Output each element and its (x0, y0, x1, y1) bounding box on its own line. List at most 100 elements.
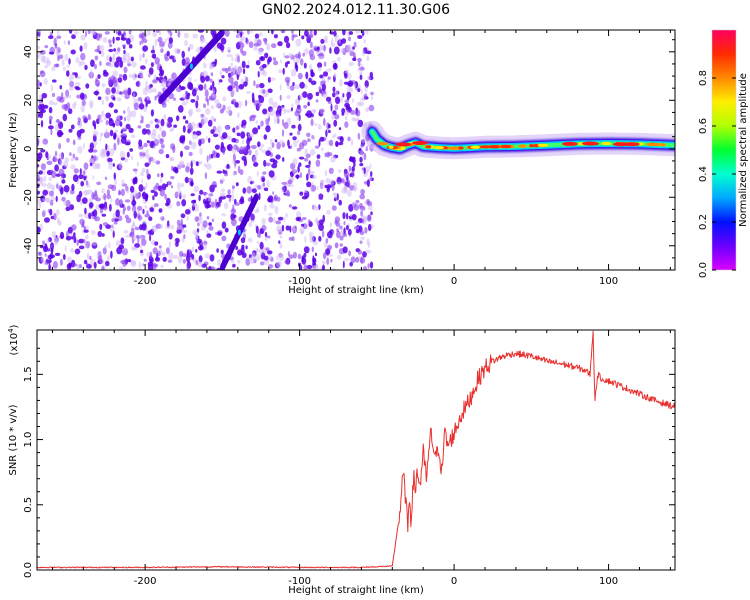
noise-dot (211, 181, 217, 188)
noise-dot (130, 56, 134, 62)
noise-dot (66, 70, 70, 77)
noise-dot (37, 55, 40, 60)
noise-dot (333, 72, 337, 78)
noise-dot (128, 44, 133, 49)
noise-dot (116, 97, 122, 102)
noise-dot (302, 52, 306, 57)
noise-dot (363, 93, 368, 99)
noise-dot (134, 247, 138, 251)
noise-dot (65, 206, 71, 212)
noise-dot (124, 158, 129, 163)
noise-dot (160, 48, 164, 53)
noise-dot (206, 230, 209, 234)
noise-dot (344, 99, 350, 103)
noise-dot (37, 138, 40, 146)
noise-dot (361, 218, 365, 224)
noise-dot (370, 171, 373, 177)
noise-dot (123, 66, 128, 74)
noise-dot (309, 235, 315, 243)
noise-dot (177, 163, 182, 169)
noise-dot (107, 254, 110, 262)
noise-dot (287, 179, 293, 185)
noise-dot (322, 117, 326, 126)
noise-dot (232, 127, 236, 133)
noise-dot (99, 61, 102, 66)
noise-dot (69, 152, 72, 157)
noise-dot (73, 232, 76, 238)
noise-dot (209, 254, 215, 262)
noise-dot (368, 104, 375, 112)
noise-dot (58, 142, 61, 150)
noise-dot (41, 92, 48, 99)
noise-dot (117, 30, 122, 36)
noise-dot (130, 134, 136, 138)
noise-dot (101, 188, 105, 194)
noise-dot (105, 96, 109, 103)
noise-dot (180, 213, 186, 219)
noise-dot (285, 109, 291, 113)
noise-dot (149, 207, 154, 213)
noise-dot (318, 219, 324, 225)
noise-dot (132, 168, 138, 172)
noise-dot (297, 139, 300, 144)
noise-dot (360, 210, 363, 217)
noise-dot (209, 78, 213, 83)
noise-dot (48, 263, 51, 270)
noise-dot (360, 189, 365, 195)
noise-dot (153, 191, 158, 197)
noise-dot (195, 100, 199, 109)
noise-dot (87, 30, 91, 35)
ducted-trace-dot (253, 193, 259, 202)
noise-dot (204, 75, 210, 82)
noise-dot (150, 132, 157, 140)
noise-dot (176, 226, 179, 234)
noise-dot (105, 260, 110, 267)
noise-dot (80, 104, 85, 113)
noise-dot (311, 136, 316, 140)
noise-dot (272, 191, 275, 195)
noise-dot (319, 43, 323, 52)
noise-dot (285, 42, 291, 49)
noise-dot (68, 128, 73, 133)
noise-dot (255, 225, 259, 234)
noise-dot (109, 148, 115, 157)
noise-dot (120, 188, 125, 197)
noise-dot (115, 36, 121, 41)
signal-hotspot (425, 145, 432, 149)
noise-dot (97, 230, 103, 238)
noise-dot (237, 41, 243, 46)
noise-dot (56, 183, 59, 189)
noise-dot (349, 87, 353, 93)
noise-dot (135, 210, 141, 214)
noise-dot (168, 232, 173, 240)
noise-dot (303, 105, 308, 109)
noise-dot (40, 256, 45, 263)
noise-dot (61, 196, 66, 202)
noise-dot (262, 37, 268, 42)
noise-dot (108, 48, 114, 53)
noise-dot (228, 195, 231, 203)
noise-dot (104, 31, 110, 35)
noise-dot (216, 248, 219, 253)
x-tick-label: 0 (451, 276, 457, 287)
noise-dot (144, 162, 150, 168)
noise-dot (56, 35, 62, 39)
noise-dot (78, 264, 82, 269)
noise-dot (277, 216, 284, 221)
noise-dot (224, 172, 228, 177)
noise-dot (302, 217, 307, 220)
noise-dot (66, 137, 70, 143)
noise-dot (329, 222, 333, 228)
noise-dot (231, 56, 234, 62)
noise-dot (363, 167, 366, 175)
noise-dot (52, 261, 58, 269)
spectrogram-ylabel: Frequency (Hz) (8, 112, 19, 188)
noise-dot (148, 157, 151, 166)
noise-dot (179, 135, 186, 143)
noise-dot (149, 234, 152, 242)
noise-dot (51, 92, 56, 98)
noise-dot (290, 144, 293, 149)
noise-dot (338, 127, 342, 131)
noise-dot (54, 44, 58, 51)
